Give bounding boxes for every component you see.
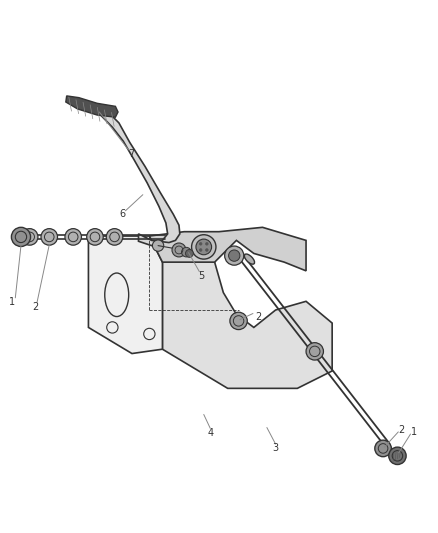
Polygon shape <box>66 96 118 117</box>
Polygon shape <box>149 228 306 271</box>
Polygon shape <box>78 100 180 246</box>
Ellipse shape <box>244 254 254 264</box>
Text: 1: 1 <box>411 427 417 437</box>
Circle shape <box>199 243 202 245</box>
Circle shape <box>196 239 212 255</box>
Polygon shape <box>88 236 162 353</box>
Text: 2: 2 <box>32 302 39 312</box>
Polygon shape <box>162 254 332 389</box>
Circle shape <box>230 312 247 329</box>
Circle shape <box>65 229 81 245</box>
Circle shape <box>229 250 240 261</box>
Text: 4: 4 <box>207 428 213 438</box>
Circle shape <box>199 249 202 251</box>
Circle shape <box>106 229 123 245</box>
Circle shape <box>389 447 406 465</box>
Text: 2: 2 <box>255 312 261 322</box>
Text: 2: 2 <box>398 425 404 435</box>
Circle shape <box>306 343 323 360</box>
Circle shape <box>225 246 244 265</box>
Circle shape <box>11 228 31 246</box>
Text: 6: 6 <box>119 209 125 219</box>
Circle shape <box>87 229 103 245</box>
Circle shape <box>41 229 57 245</box>
Circle shape <box>191 235 216 259</box>
Circle shape <box>205 249 208 251</box>
Circle shape <box>375 440 391 457</box>
Text: 1: 1 <box>9 297 15 307</box>
Circle shape <box>172 243 186 257</box>
Circle shape <box>182 247 191 257</box>
Circle shape <box>152 240 164 251</box>
Circle shape <box>21 229 38 245</box>
Text: 3: 3 <box>272 443 279 454</box>
Text: 5: 5 <box>198 271 205 281</box>
Text: 7: 7 <box>128 149 134 159</box>
Circle shape <box>205 243 208 245</box>
Circle shape <box>185 249 193 257</box>
